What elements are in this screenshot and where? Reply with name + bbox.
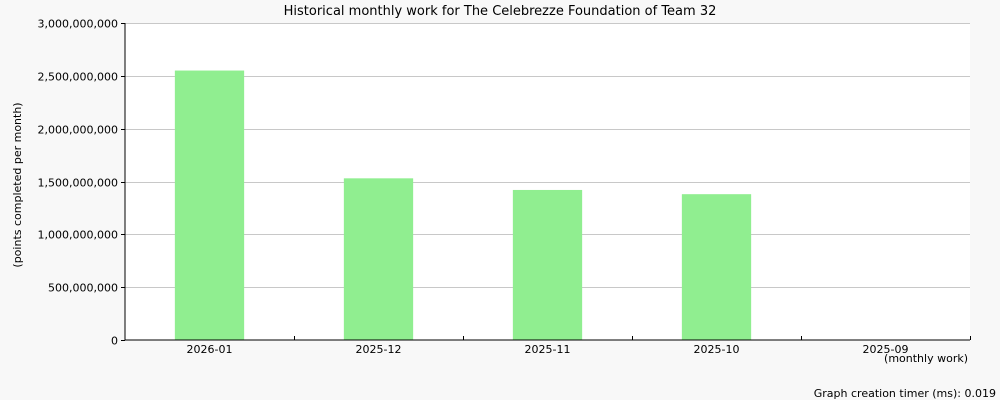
y-tick-label: 3,000,000,000 [38, 18, 118, 31]
y-tick-label: 1,500,000,000 [38, 177, 118, 190]
y-tick-label: 0 [111, 335, 118, 348]
chart-title: Historical monthly work for The Celebrez… [284, 4, 717, 19]
bar-2025-10 [681, 194, 752, 340]
bars [174, 70, 752, 341]
x-tick-labels: 2026-01 2025-12 2025-11 2025-10 2025-09 [187, 336, 971, 356]
x-tick-label: 2025-11 [525, 343, 571, 356]
x-tick-label: 2026-01 [187, 343, 233, 356]
y-tick-labels: 0 500,000,000 1,000,000,000 1,500,000,000 2,… [38, 18, 125, 348]
y-tick-label: 1,000,000,000 [38, 229, 118, 242]
graph-timer-text: Graph creation timer (ms): 0.019 [814, 387, 996, 400]
bar-2025-11 [512, 189, 583, 340]
y-tick-label: 2,500,000,000 [38, 71, 118, 84]
bar-2026-01 [174, 70, 245, 341]
bar-2025-12 [343, 178, 414, 340]
x-axis-label: (monthly work) [884, 352, 968, 365]
y-tick-label: 500,000,000 [48, 282, 118, 295]
y-axis-label: (points completed per month) [11, 102, 24, 267]
x-tick-label: 2025-10 [694, 343, 740, 356]
y-tick-label: 2,000,000,000 [38, 124, 118, 137]
x-tick-label: 2025-09 [863, 343, 909, 356]
x-tick-label: 2025-12 [356, 343, 402, 356]
